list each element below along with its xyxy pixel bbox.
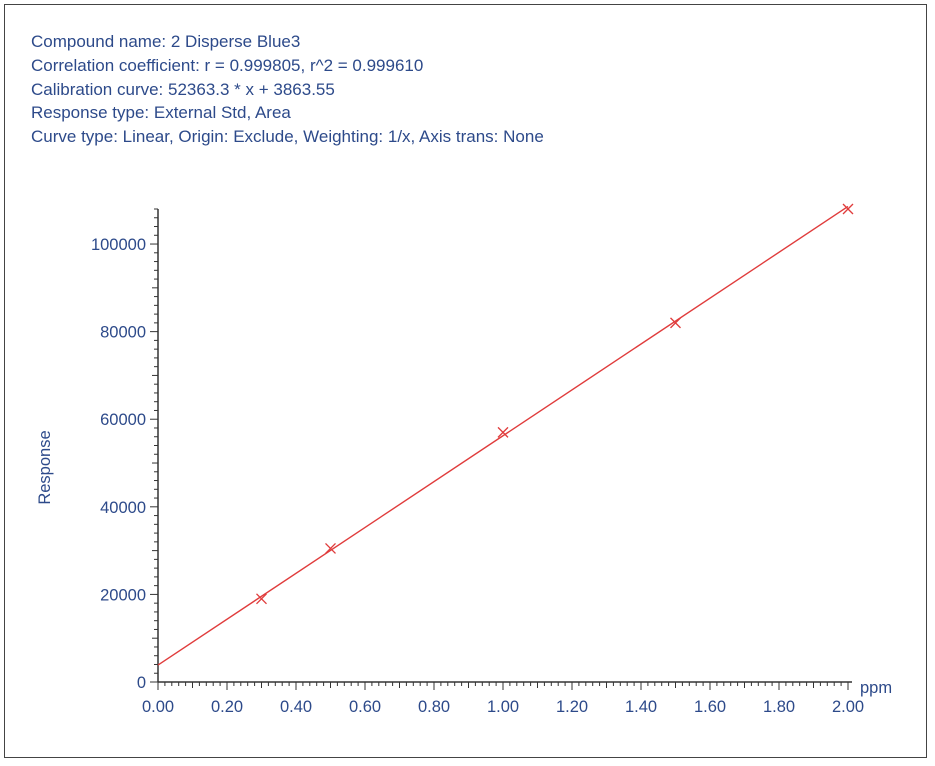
- y-tick-label: 20000: [100, 586, 146, 604]
- fit-line: [157, 205, 849, 666]
- y-tick-label: 80000: [100, 324, 146, 342]
- x-axis-label: ppm: [860, 679, 892, 697]
- y-tick-label: 100000: [91, 236, 146, 254]
- data-point-stroke: [325, 542, 336, 554]
- tick-marks: [150, 208, 849, 690]
- x-tick-label: 2.00: [832, 698, 864, 716]
- data-point-stroke: [670, 317, 681, 329]
- x-tick-label: 0.60: [349, 698, 381, 716]
- data-point: [670, 317, 681, 329]
- y-tick-label: 60000: [100, 411, 146, 429]
- data-point-stroke: [842, 203, 854, 215]
- x-tick-label: 1.00: [487, 698, 519, 716]
- x-tick-label: 1.20: [556, 698, 588, 716]
- x-tick-label: 0.00: [142, 698, 174, 716]
- correlation-text: Correlation coefficient: r = 0.999805, r…: [31, 55, 424, 75]
- data-point: [842, 203, 854, 215]
- x-tick-label: 0.20: [211, 698, 243, 716]
- curve-type-text: Curve type: Linear, Origin: Exclude, Wei…: [31, 127, 544, 147]
- tick-labels: 0.00 0.20 0.40 0.60 0.80 1.00 1.20 1.40 1.60 1.80…: [91, 236, 864, 716]
- data-point: [497, 426, 509, 438]
- y-tick-label: 0: [137, 674, 146, 692]
- x-tick-label: 0.80: [418, 698, 450, 716]
- response-type-text: Response type: External Std, Area: [31, 103, 291, 123]
- calibration-curve-text: Calibration curve: 52363.3 * x + 3863.55: [31, 79, 335, 99]
- x-tick-label: 1.80: [763, 698, 795, 716]
- axes: [157, 209, 852, 683]
- calibration-info: Compound name: 2 Disperse Blue3 Correlat…: [31, 30, 544, 149]
- y-axis-label: Response: [36, 430, 54, 504]
- data-point-stroke: [256, 593, 267, 605]
- data-point: [325, 542, 336, 554]
- x-tick-label: 0.40: [280, 698, 312, 716]
- calibration-curve: [157, 205, 849, 666]
- x-tick-label: 1.40: [625, 698, 657, 716]
- compound-name-text: Compound name: 2 Disperse Blue3: [31, 32, 301, 51]
- x-tick-label: 1.60: [694, 698, 726, 716]
- data-point-stroke: [497, 426, 509, 438]
- y-tick-label: 40000: [100, 499, 146, 517]
- data-point: [256, 593, 267, 605]
- data-points: [256, 203, 854, 605]
